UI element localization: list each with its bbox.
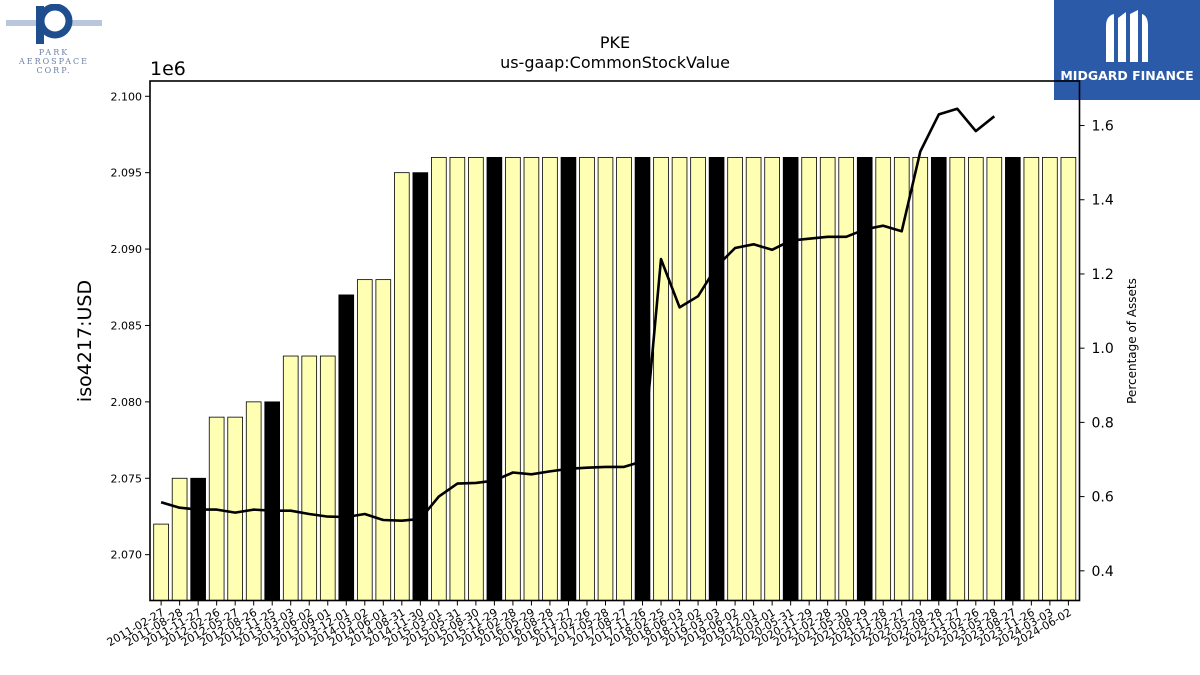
bar <box>986 156 1003 601</box>
bar <box>227 416 243 601</box>
chart-subtitle: us-gaap:CommonStockValue <box>500 53 730 72</box>
y2-tick-label: 0.8 <box>1092 415 1114 431</box>
y2-tick-label: 0.4 <box>1092 564 1114 580</box>
y2-tick-label: 1.6 <box>1092 119 1114 135</box>
bar <box>893 156 910 601</box>
midgard-logo-text: MIDGARD FINANCE <box>1060 68 1194 83</box>
y-tick-label: 2.095 <box>111 167 143 180</box>
bar <box>1042 156 1058 601</box>
bar <box>394 172 410 601</box>
bar <box>856 156 873 601</box>
bar <box>1005 156 1021 601</box>
y2-tick-label: 1.4 <box>1092 193 1114 209</box>
y-offset-label: 1e6 <box>150 58 186 80</box>
park-logo-line-3: CORP. <box>36 66 72 75</box>
y2-tick-label: 1.0 <box>1092 341 1114 357</box>
bar <box>356 279 373 601</box>
bar <box>542 156 558 601</box>
y-tick-label: 2.075 <box>111 472 143 485</box>
bar <box>560 156 577 601</box>
y-tick-label: 2.085 <box>111 319 143 332</box>
y-tick-label: 2.070 <box>111 549 143 562</box>
bar <box>708 156 725 601</box>
bar <box>727 156 743 601</box>
park-logo-mark <box>6 3 102 44</box>
y-tick-label: 2.100 <box>111 90 143 103</box>
bar <box>764 156 780 601</box>
bar <box>838 156 855 601</box>
bar <box>949 156 966 601</box>
bar <box>338 294 355 601</box>
bar <box>245 401 262 601</box>
bar <box>782 156 799 601</box>
y-tick-label: 2.080 <box>111 396 143 409</box>
bar <box>431 156 447 601</box>
bar <box>1060 156 1077 601</box>
bar <box>523 156 540 601</box>
y2-axis-label: Percentage of Assets <box>1125 278 1139 404</box>
bar <box>505 156 521 601</box>
bar <box>449 156 466 601</box>
bar <box>190 477 206 601</box>
bar <box>801 156 817 601</box>
bar <box>930 156 947 601</box>
plot-frame <box>149 80 1081 602</box>
midgard-logo-mark <box>1106 10 1148 62</box>
bar <box>634 156 651 601</box>
bar <box>486 156 503 601</box>
bar <box>653 156 669 601</box>
y2-tick-label: 0.6 <box>1092 490 1114 506</box>
y2-tick-label: 1.2 <box>1092 267 1114 283</box>
park-logo-line-1: PARK <box>38 48 70 57</box>
chart-title: PKE <box>600 33 630 52</box>
bar <box>579 156 595 601</box>
bar <box>597 156 614 601</box>
y-tick-label: 2.090 <box>111 243 143 256</box>
y-axis-label: iso4217:USD <box>74 280 96 402</box>
bar <box>819 156 836 601</box>
bar <box>375 279 392 601</box>
park-logo-line-2: AEROSPACE <box>18 57 90 66</box>
series-line <box>160 107 996 523</box>
bar <box>301 355 318 601</box>
bar <box>282 355 299 601</box>
bar <box>412 172 429 601</box>
bar <box>264 401 281 601</box>
bar <box>690 156 706 601</box>
bar <box>912 156 929 601</box>
bar <box>671 156 688 601</box>
bar <box>319 355 336 601</box>
bar <box>1023 156 1040 601</box>
bar <box>968 156 984 601</box>
park-aerospace-logo: PARK AEROSPACE CORP. <box>4 3 104 76</box>
bar <box>745 156 762 601</box>
bar <box>616 156 632 601</box>
bar <box>171 477 188 601</box>
bar <box>153 523 169 601</box>
bar <box>875 156 892 601</box>
bar <box>468 156 484 601</box>
midgard-finance-logo: MIDGARD FINANCE <box>1054 0 1200 100</box>
